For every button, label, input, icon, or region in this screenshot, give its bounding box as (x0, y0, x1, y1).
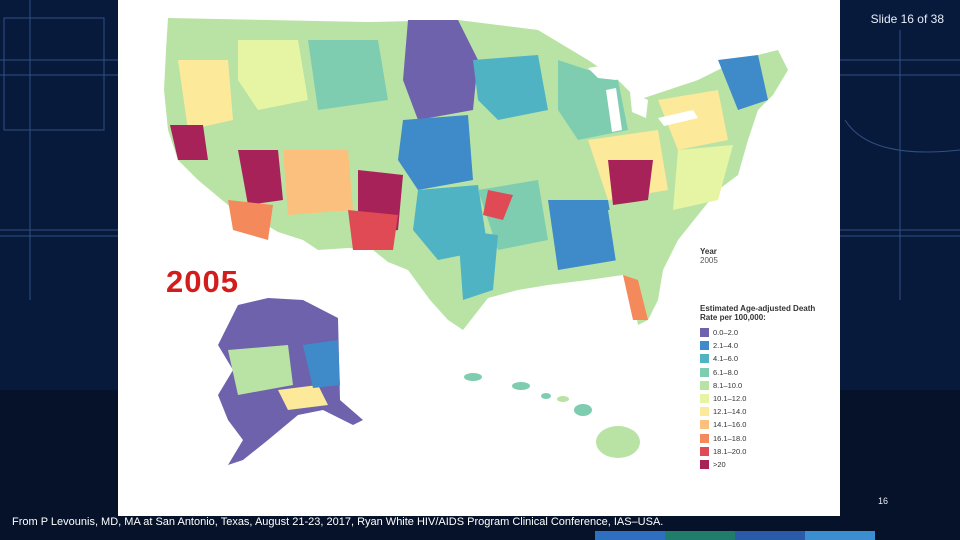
map-legend: Estimated Age-adjusted Death Rate per 10… (700, 304, 820, 471)
legend-label: 10.1–12.0 (713, 394, 747, 404)
legend-swatch (700, 459, 709, 469)
legend-label: 6.1–8.0 (713, 367, 739, 377)
bottom-accent-bar (595, 531, 665, 540)
page-number: 16 (878, 496, 889, 506)
contiguous-us (164, 18, 788, 330)
legend-swatch (700, 420, 709, 430)
bottom-accent-bar (805, 531, 875, 540)
source-credit: From P Levounis, MD, MA at San Antonio, … (12, 516, 664, 528)
legend-label: 18.1–20.0 (713, 446, 747, 456)
legend-swatch (700, 341, 709, 351)
alaska (218, 298, 363, 465)
legend-swatch (700, 354, 709, 364)
legend-title: Estimated Age-adjusted Death Rate per 10… (700, 304, 816, 322)
slide-counter: Slide 16 of 38 (870, 12, 944, 26)
legend-swatch (700, 446, 709, 456)
legend-swatch (700, 394, 709, 404)
us-county-map (164, 18, 788, 465)
legend-item: 4.1–6.0 (700, 352, 820, 365)
legend-item: 18.1–20.0 (700, 445, 820, 458)
legend-item: 6.1–8.0 (700, 366, 820, 379)
year-caption: Year 2005 (700, 247, 718, 265)
legend-label: 0.0–2.0 (713, 328, 739, 338)
legend-item: 0.0–2.0 (700, 326, 820, 339)
legend-item: 12.1–14.0 (700, 405, 820, 418)
legend-item: 10.1–12.0 (700, 392, 820, 405)
legend-item: 14.1–16.0 (700, 418, 820, 431)
legend-item: 2.1–4.0 (700, 339, 820, 352)
year-overlay-label: 2005 (166, 264, 239, 299)
legend-label: >20 (713, 459, 726, 469)
legend-swatch (700, 328, 709, 338)
bottom-accent-bar (735, 531, 805, 540)
legend-label: 14.1–16.0 (713, 420, 747, 430)
legend-label: 4.1–6.0 (713, 354, 739, 364)
map-panel: 2005 Year 2005 Estimated Age-adjusted De… (118, 0, 840, 516)
legend-item: 16.1–18.0 (700, 432, 820, 445)
legend-swatch (700, 433, 709, 443)
legend-swatch (700, 367, 709, 377)
year-caption-label: Year (700, 247, 717, 256)
year-caption-value: 2005 (700, 256, 718, 265)
legend-item: 8.1–10.0 (700, 379, 820, 392)
legend-label: 2.1–4.0 (713, 341, 739, 351)
legend-swatch (700, 380, 709, 390)
legend-label: 12.1–14.0 (713, 407, 747, 417)
hawaii (464, 373, 640, 458)
legend-items: 0.0–2.0 2.1–4.0 4.1–6.0 6.1–8.0 8.1–10.0 10.1… (700, 326, 820, 471)
legend-item: >20 (700, 458, 820, 471)
bottom-accent-bar (665, 531, 735, 540)
legend-label: 8.1–10.0 (713, 380, 743, 390)
legend-label: 16.1–18.0 (713, 433, 747, 443)
legend-swatch (700, 407, 709, 417)
